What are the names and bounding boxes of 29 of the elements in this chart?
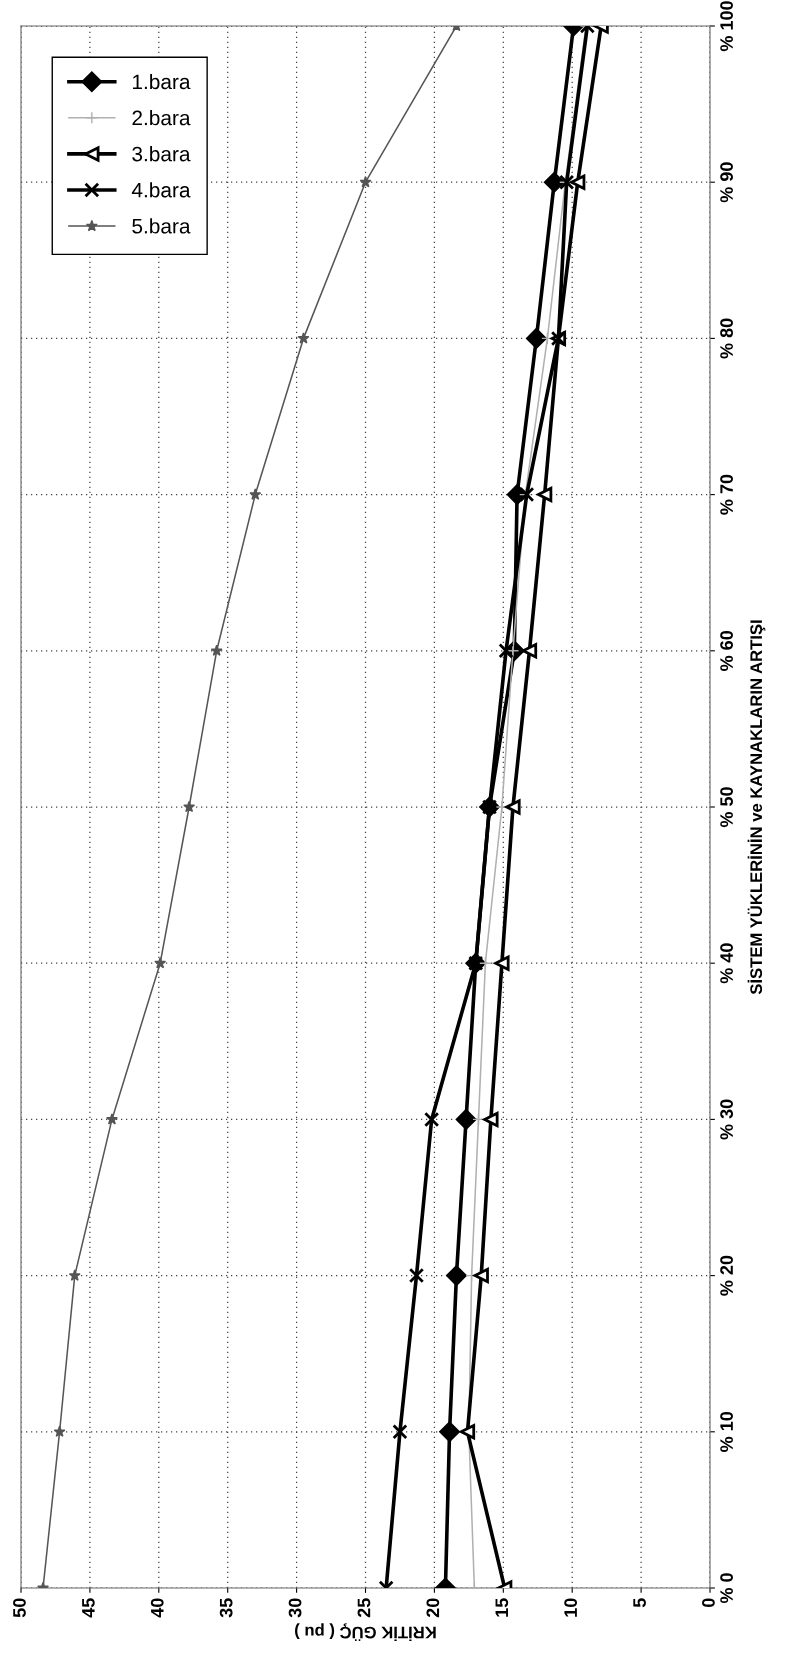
x-tick-label: 45 bbox=[82, 1598, 95, 1618]
y-tick-label: % 80 bbox=[720, 318, 733, 359]
x-tick-label: 5 bbox=[633, 1598, 646, 1608]
x-tick-label: 35 bbox=[219, 1598, 233, 1618]
y-tick-label: % 70 bbox=[720, 474, 733, 515]
y-tick-label: % 60 bbox=[720, 630, 733, 671]
legend-label: 5.bara bbox=[132, 218, 191, 234]
y-tick-label: % 30 bbox=[720, 1099, 734, 1140]
legend-label: 3.bara bbox=[132, 146, 191, 162]
x-tick-label: 40 bbox=[150, 1598, 164, 1618]
x-tick-label: 15 bbox=[495, 1598, 509, 1617]
x-tick-label: 10 bbox=[564, 1598, 578, 1617]
x-tick-label: 25 bbox=[357, 1598, 371, 1618]
y-axis-title: SİSTEM YÜKLERİNİN ve KAYNAKLARIN ARTIŞI bbox=[747, 620, 766, 995]
y-tick-label: % 90 bbox=[720, 162, 733, 203]
x-tick-label: 50 bbox=[13, 1598, 26, 1618]
legend-label: 1.bara bbox=[133, 73, 191, 90]
x-axis-title: KRİTİK GÜÇ ( pu ) bbox=[295, 1623, 436, 1642]
y-tick-label: % 10 bbox=[720, 1411, 733, 1452]
y-tick-label: % 0 bbox=[720, 1573, 733, 1604]
x-tick-label: 0 bbox=[702, 1598, 715, 1608]
y-tick-label: % 40 bbox=[720, 943, 733, 984]
x-tick-label: 20 bbox=[426, 1598, 440, 1618]
y-tick-label: % 20 bbox=[720, 1255, 733, 1296]
x-tick-label: 30 bbox=[288, 1598, 302, 1618]
legend-label: 4.bara bbox=[131, 182, 191, 198]
y-tick-label: % 100 bbox=[720, 1, 733, 52]
legend-label: 2.bara bbox=[132, 110, 191, 126]
y-tick-label: % 50 bbox=[720, 787, 733, 828]
